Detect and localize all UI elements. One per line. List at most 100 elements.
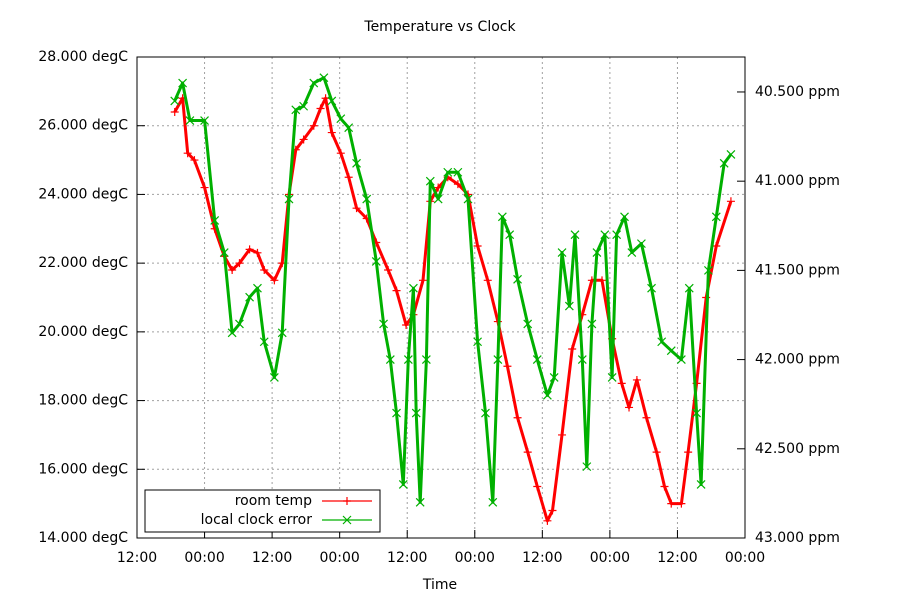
legend-label: room temp xyxy=(235,493,312,509)
data-point xyxy=(253,283,262,293)
data-point xyxy=(592,248,602,257)
y2-tick-label: 40.500 ppm xyxy=(755,84,840,100)
data-point xyxy=(415,497,425,507)
data-point xyxy=(696,480,706,489)
x-tick-label: 12:00 xyxy=(252,550,292,566)
data-point xyxy=(532,355,542,365)
data-point xyxy=(481,408,490,418)
series-line xyxy=(173,76,733,504)
data-point xyxy=(533,482,542,491)
data-point xyxy=(270,276,279,285)
data-point xyxy=(570,230,580,240)
y-tick-label: 14.000 degC xyxy=(38,530,128,546)
y2-tick-label: 42.000 ppm xyxy=(755,352,840,368)
data-point xyxy=(299,135,308,144)
data-point xyxy=(309,121,318,130)
data-point xyxy=(210,216,220,225)
data-point xyxy=(299,101,309,111)
data-point xyxy=(362,194,372,204)
x-tick-label: 12:00 xyxy=(522,550,562,566)
x-tick-label: 00:00 xyxy=(455,550,495,566)
data-point xyxy=(513,274,522,284)
y2-tick-label: 41.500 ppm xyxy=(755,262,840,278)
data-point xyxy=(667,499,676,508)
data-point xyxy=(625,403,634,412)
data-point xyxy=(577,355,587,365)
data-point xyxy=(402,320,411,329)
data-point xyxy=(408,283,418,293)
y-tick-label: 28.000 degC xyxy=(38,49,128,65)
data-point xyxy=(568,345,577,354)
legend-box xyxy=(144,489,381,533)
data-point xyxy=(284,194,294,204)
data-point xyxy=(235,319,244,329)
data-point xyxy=(384,266,393,275)
data-point xyxy=(190,156,199,165)
data-point xyxy=(711,212,721,222)
data-point xyxy=(549,373,559,382)
data-point xyxy=(200,116,209,125)
data-point xyxy=(620,212,629,222)
data-point xyxy=(548,506,557,515)
data-point xyxy=(319,73,329,83)
data-point xyxy=(598,276,607,285)
data-point xyxy=(170,96,180,106)
data-point xyxy=(726,149,736,159)
data-point xyxy=(488,497,498,507)
data-point xyxy=(564,301,574,311)
data-point xyxy=(228,266,237,275)
data-point xyxy=(245,292,255,302)
x-tick-label: 12:00 xyxy=(387,550,427,566)
y-tick-label: 26.000 degC xyxy=(38,118,128,134)
data-point xyxy=(666,346,676,356)
y-tick-label: 20.000 degC xyxy=(38,324,128,340)
data-point xyxy=(513,413,522,422)
x-tick-label: 12:00 xyxy=(117,550,157,566)
data-point xyxy=(398,480,408,489)
data-point xyxy=(543,516,552,525)
data-point xyxy=(344,173,353,182)
data-point xyxy=(657,337,667,347)
data-point xyxy=(421,355,431,365)
data-point xyxy=(582,462,592,472)
data-point xyxy=(183,149,192,158)
data-point xyxy=(726,197,735,206)
data-point xyxy=(647,283,656,293)
data-point xyxy=(617,379,626,388)
data-point xyxy=(291,105,301,115)
data-point xyxy=(316,104,325,113)
legend-marker xyxy=(343,497,351,505)
data-point xyxy=(483,276,492,285)
data-point xyxy=(542,390,552,400)
y2-tick-label: 41.000 ppm xyxy=(755,173,840,189)
data-point xyxy=(632,375,641,384)
data-point xyxy=(703,265,713,275)
data-point xyxy=(652,448,661,457)
y2-tick-label: 42.500 ppm xyxy=(755,441,840,457)
data-point xyxy=(403,355,413,365)
x-tick-label: 12:00 xyxy=(657,550,697,566)
data-point xyxy=(676,355,686,365)
data-point xyxy=(336,114,346,124)
data-point xyxy=(327,128,336,137)
data-point xyxy=(684,283,694,293)
data-point xyxy=(692,408,702,418)
data-point xyxy=(185,116,195,125)
data-point xyxy=(660,482,669,491)
data-point xyxy=(371,257,381,266)
data-point xyxy=(352,204,361,213)
plot-border xyxy=(136,56,746,539)
y-tick-label: 24.000 degC xyxy=(38,186,128,202)
data-point xyxy=(235,259,244,268)
legend-marker xyxy=(342,515,352,525)
data-point xyxy=(505,230,515,240)
y-tick-label: 22.000 degC xyxy=(38,255,128,271)
data-point xyxy=(327,96,337,106)
data-point xyxy=(253,248,262,257)
data-point xyxy=(344,123,354,133)
x-tick-label: 00:00 xyxy=(725,550,765,566)
data-point xyxy=(200,183,209,192)
y-tick-label: 16.000 degC xyxy=(38,461,128,477)
data-point xyxy=(719,158,729,168)
